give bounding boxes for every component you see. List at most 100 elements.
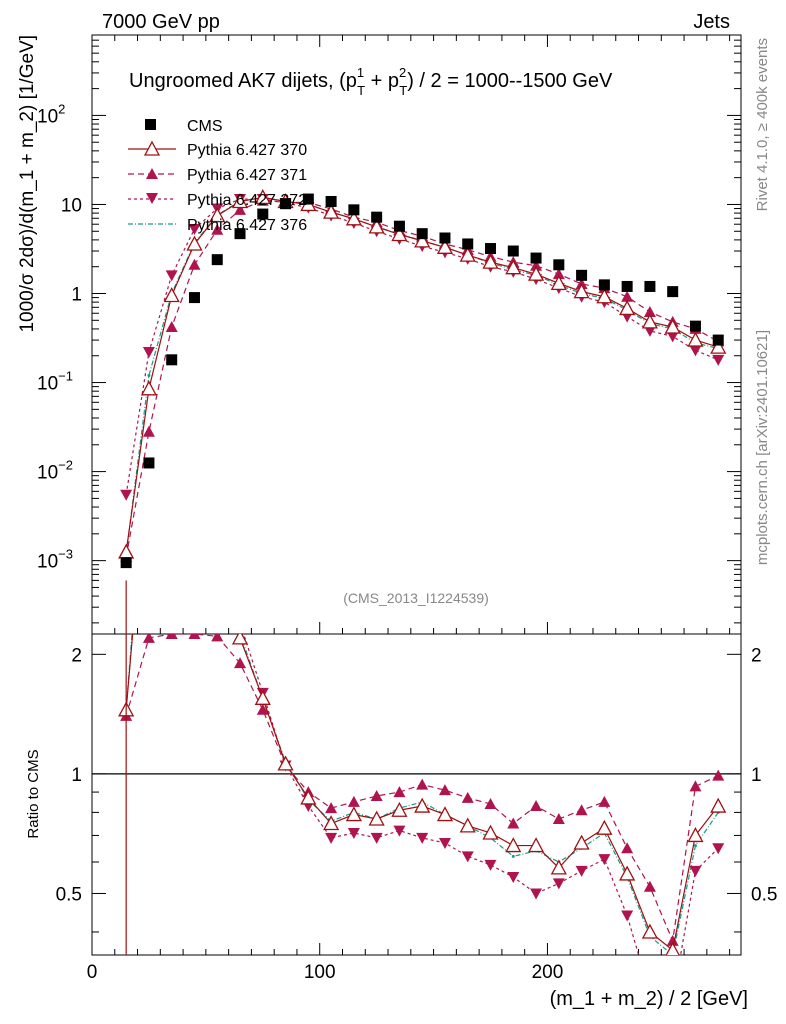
data-point-pythia-6-427-371 [165, 321, 178, 333]
data-point-pythia-6-427-372 [712, 354, 725, 366]
data-point-pythia-6-427-370 [391, 226, 408, 242]
data-point-pythia-6-427-371 [621, 290, 634, 302]
ratio-point-pythia-6-427-372 [393, 825, 406, 837]
legend-label-370: Pythia 6.427 370 [187, 142, 307, 159]
ratio-point-pythia-6-427-372 [575, 865, 588, 877]
data-point-cms [120, 557, 132, 569]
title-sub2: T [399, 83, 407, 98]
ratio-point-pythia-6-427-370 [482, 824, 499, 840]
ratio-point-pythia-6-427-372 [325, 832, 338, 844]
legend: CMS Pythia 6.427 370 Pythia 6.427 371 Py… [128, 118, 307, 234]
data-point-pythia-6-427-370 [664, 318, 681, 334]
data-point-cms [166, 354, 178, 366]
ratio-point-pythia-6-427-370 [641, 923, 659, 939]
ratio-point-pythia-6-427-370 [323, 815, 340, 831]
ratio-point-pythia-6-427-372 [530, 888, 543, 900]
rivet-label: Rivet 4.1.0, ≥ 400k events [754, 38, 771, 211]
data-point-cms [325, 195, 337, 207]
ratio-point-pythia-6-427-376 [511, 854, 515, 858]
ratio-point-pythia-6-427-370 [665, 941, 680, 955]
legend-label-371: Pythia 6.427 371 [187, 167, 307, 184]
ratio-point-pythia-6-427-376 [693, 844, 697, 848]
data-point-pythia-6-427-371 [188, 258, 201, 270]
title-post: ) / 2 = 1000--1500 GeV [407, 70, 613, 92]
tick-labels: 0 100 200 10−3 10−2 10−1 1 10 102 0.5 0.5 1 1 2 2 [37, 101, 777, 983]
data-point-cms [143, 457, 155, 469]
ratio-point-pythia-6-427-370 [596, 819, 613, 835]
ratio-line-pythia-6-427-372 [243, 634, 719, 955]
data-point-cms [576, 269, 588, 281]
ratio-point-pythia-6-427-372 [347, 827, 360, 839]
x-tick-label: 200 [532, 962, 564, 983]
ratio-point-pythia-6-427-370 [710, 797, 727, 813]
legend-item-372: Pythia 6.427 372 [128, 192, 307, 209]
y-tick-label: 10−1 [37, 369, 73, 395]
data-point-pythia-6-427-370 [345, 210, 362, 226]
ratio-point-pythia-6-427-371 [530, 800, 543, 812]
ratio-point-pythia-6-427-372 [370, 832, 383, 844]
ratio-point-pythia-6-427-372 [461, 851, 474, 863]
ratio-point-pythia-6-427-370 [165, 479, 179, 492]
ratio-point-pythia-6-427-372 [621, 910, 634, 922]
ratio-tick-label-right: 2 [751, 645, 762, 666]
data-point-pythia-6-427-370 [505, 259, 522, 275]
chart-title: Ungroomed AK7 dijets, (p1 T + p2 T) / 2 = … [129, 65, 613, 98]
data-point-pythia-6-427-370 [209, 207, 226, 223]
data-point-pythia-6-427-370 [641, 313, 659, 329]
data-point-pythia-6-427-370 [550, 274, 567, 291]
ratio-point-pythia-6-427-376 [170, 478, 173, 481]
title-sup1: 1 [357, 65, 364, 80]
ratio-point-pythia-6-427-372 [188, 463, 200, 474]
ratio-point-pythia-6-427-370 [573, 834, 590, 850]
data-point-pythia-6-427-370 [527, 265, 545, 281]
ratio-point-pythia-6-427-371 [416, 778, 429, 790]
ratio-point-pythia-6-427-371 [643, 880, 656, 892]
data-point-cms [667, 286, 679, 298]
data-point-pythia-6-427-370 [687, 331, 704, 347]
ratio-point-pythia-6-427-371 [666, 934, 679, 946]
x-tick-label: 0 [87, 962, 98, 983]
x-axis-label: (m_1 + m_2) / 2 [GeV] [550, 988, 748, 1010]
data-point-cms [689, 320, 701, 332]
ratio-point-pythia-6-427-370 [300, 789, 317, 805]
data-point-cms [280, 198, 292, 210]
data-point-pythia-6-427-370 [323, 203, 340, 219]
ratio-y-axis-label: Ratio to CMS [25, 749, 42, 838]
data-point-cms [302, 193, 314, 205]
data-point-pythia-6-427-371 [211, 223, 224, 235]
data-point-pythia-6-427-370 [459, 246, 476, 262]
ratio-point-pythia-6-427-371 [370, 789, 383, 801]
ratio-point-pythia-6-427-370 [505, 837, 522, 853]
title-sup2: 2 [399, 65, 406, 80]
ratio-point-pythia-6-427-376 [216, 574, 219, 577]
data-point-cms [393, 220, 405, 232]
ratio-layer [118, 291, 727, 955]
legend-marker-371 [146, 168, 158, 179]
y-axis-label: 1000/σ 2dσ)/d(m_1 + m_2) [1/GeV] [17, 35, 38, 333]
ratio-point-pythia-6-427-371 [438, 784, 451, 796]
data-point-pythia-6-427-370 [482, 253, 499, 269]
ratio-point-pythia-6-427-371 [598, 795, 611, 807]
legend-marker-370 [143, 140, 161, 156]
ratio-point-pythia-6-427-371 [211, 634, 224, 642]
ratio-point-pythia-6-427-370 [210, 572, 224, 585]
ratio-point-pythia-6-427-370 [142, 436, 156, 449]
legend-item-371: Pythia 6.427 371 [128, 167, 307, 184]
ratio-point-pythia-6-427-372 [120, 475, 132, 486]
data-point-pythia-6-427-370 [186, 235, 203, 251]
data-point-pythia-6-427-372 [666, 331, 679, 343]
ratio-point-pythia-6-427-371 [256, 703, 269, 715]
ratio-point-pythia-6-427-370 [254, 689, 271, 705]
data-point-pythia-6-427-370 [140, 380, 158, 396]
data-point-pythia-6-427-370 [573, 283, 590, 299]
data-point-cms [188, 292, 200, 304]
ratio-point-pythia-6-427-371 [552, 812, 565, 824]
ratio-point-pythia-6-427-371 [484, 797, 497, 809]
ratio-point-pythia-6-427-372 [143, 291, 155, 302]
y-tick-label: 1 [71, 285, 82, 306]
header-right: Jets [693, 11, 730, 33]
series-line-pythia-6-427-372 [125, 198, 719, 495]
legend-label-372: Pythia 6.427 372 [187, 192, 307, 209]
legend-item-370: Pythia 6.427 370 [128, 140, 307, 159]
data-point-pythia-6-427-371 [530, 259, 543, 271]
